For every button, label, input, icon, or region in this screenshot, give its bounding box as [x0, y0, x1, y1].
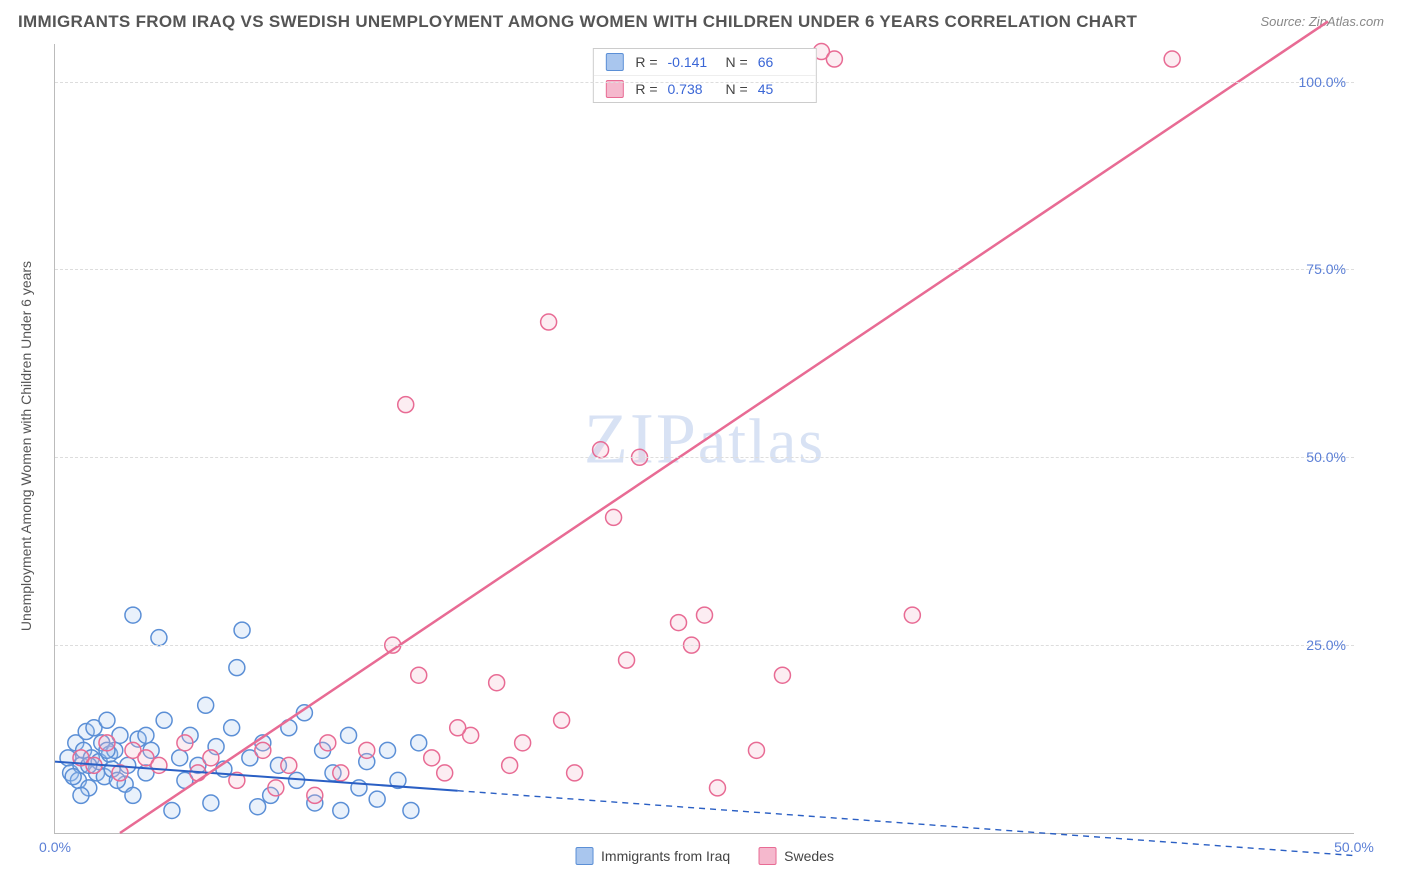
data-point-swedes	[437, 765, 453, 781]
data-point-iraq	[172, 750, 188, 766]
x-tick-label: 0.0%	[39, 839, 71, 855]
data-point-swedes	[398, 397, 414, 413]
data-point-iraq	[125, 787, 141, 803]
x-tick-label: 50.0%	[1334, 839, 1374, 855]
legend-item-swedes: Swedes	[758, 847, 834, 865]
data-point-iraq	[125, 607, 141, 623]
trend-line-swedes	[120, 21, 1328, 833]
data-point-swedes	[606, 509, 622, 525]
chart-title: IMMIGRANTS FROM IRAQ VS SWEDISH UNEMPLOY…	[18, 12, 1137, 32]
y-tick-label: 100.0%	[1299, 74, 1346, 90]
data-point-swedes	[619, 652, 635, 668]
y-tick-label: 75.0%	[1306, 261, 1346, 277]
data-point-swedes	[99, 735, 115, 751]
stat-r-swedes: 0.738	[668, 81, 714, 97]
data-point-iraq	[250, 799, 266, 815]
legend-bottom: Immigrants from Iraq Swedes	[575, 847, 834, 865]
data-point-iraq	[151, 630, 167, 646]
data-point-iraq	[369, 791, 385, 807]
data-point-swedes	[774, 667, 790, 683]
swatch-iraq	[605, 53, 623, 71]
stats-row-swedes: R = 0.738 N = 45	[593, 75, 815, 102]
data-point-swedes	[307, 787, 323, 803]
data-point-swedes	[671, 615, 687, 631]
stats-legend-box: R = -0.141 N = 66 R = 0.738 N = 45	[592, 48, 816, 103]
data-point-swedes	[450, 720, 466, 736]
legend-item-iraq: Immigrants from Iraq	[575, 847, 730, 865]
stats-row-iraq: R = -0.141 N = 66	[593, 49, 815, 75]
data-point-iraq	[229, 660, 245, 676]
data-point-swedes	[748, 742, 764, 758]
data-point-iraq	[224, 720, 240, 736]
stat-label-r: R =	[635, 81, 657, 97]
swatch-swedes	[758, 847, 776, 865]
data-point-swedes	[826, 51, 842, 67]
stat-r-iraq: -0.141	[668, 54, 714, 70]
data-point-iraq	[411, 735, 427, 751]
stat-label-n: N =	[726, 54, 748, 70]
data-point-iraq	[164, 802, 180, 818]
grid-line	[55, 269, 1354, 270]
data-point-iraq	[380, 742, 396, 758]
legend-label-iraq: Immigrants from Iraq	[601, 848, 730, 864]
data-point-swedes	[424, 750, 440, 766]
data-point-swedes	[709, 780, 725, 796]
data-point-iraq	[203, 795, 219, 811]
data-point-iraq	[138, 727, 154, 743]
y-tick-label: 50.0%	[1306, 449, 1346, 465]
grid-line	[55, 82, 1354, 83]
data-point-swedes	[541, 314, 557, 330]
data-point-iraq	[341, 727, 357, 743]
grid-line	[55, 457, 1354, 458]
data-point-swedes	[203, 750, 219, 766]
data-point-swedes	[151, 757, 167, 773]
data-point-swedes	[904, 607, 920, 623]
data-point-swedes	[320, 735, 336, 751]
data-point-iraq	[156, 712, 172, 728]
swatch-iraq	[575, 847, 593, 865]
data-point-swedes	[697, 607, 713, 623]
y-axis-label: Unemployment Among Women with Children U…	[18, 261, 34, 631]
stat-label-n: N =	[726, 81, 748, 97]
data-point-iraq	[234, 622, 250, 638]
data-point-swedes	[515, 735, 531, 751]
data-point-iraq	[99, 712, 115, 728]
trend-line-dashed-iraq	[458, 791, 1354, 856]
grid-line	[55, 645, 1354, 646]
scatter-svg	[55, 44, 1354, 833]
data-point-swedes	[489, 675, 505, 691]
data-point-iraq	[198, 697, 214, 713]
data-point-swedes	[177, 735, 193, 751]
stat-n-iraq: 66	[758, 54, 804, 70]
data-point-swedes	[281, 757, 297, 773]
data-point-swedes	[1164, 51, 1180, 67]
data-point-iraq	[73, 787, 89, 803]
data-point-swedes	[502, 757, 518, 773]
stat-label-r: R =	[635, 54, 657, 70]
legend-label-swedes: Swedes	[784, 848, 834, 864]
data-point-iraq	[65, 769, 81, 785]
swatch-swedes	[605, 80, 623, 98]
data-point-swedes	[554, 712, 570, 728]
data-point-iraq	[333, 802, 349, 818]
stat-n-swedes: 45	[758, 81, 804, 97]
data-point-swedes	[268, 780, 284, 796]
data-point-swedes	[567, 765, 583, 781]
data-point-swedes	[359, 742, 375, 758]
data-point-iraq	[403, 802, 419, 818]
data-point-swedes	[333, 765, 349, 781]
data-point-swedes	[593, 442, 609, 458]
chart-plot-area: ZIPatlas R = -0.141 N = 66 R = 0.738 N =…	[54, 44, 1354, 834]
data-point-swedes	[411, 667, 427, 683]
y-tick-label: 25.0%	[1306, 637, 1346, 653]
data-point-swedes	[255, 742, 271, 758]
